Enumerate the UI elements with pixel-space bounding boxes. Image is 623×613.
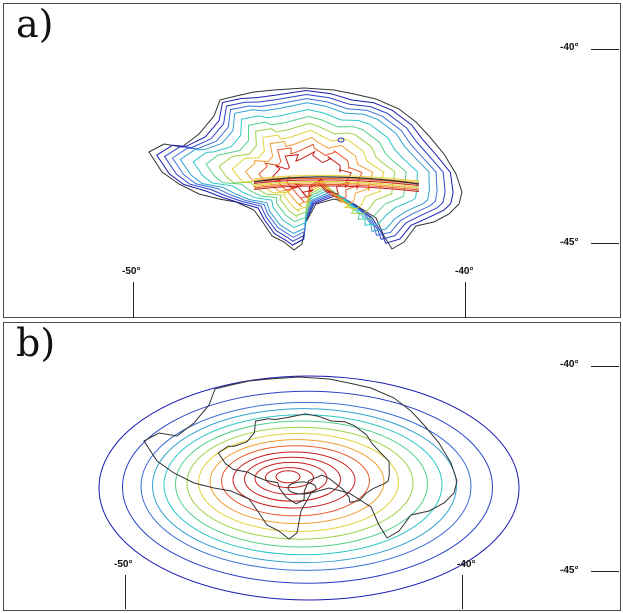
contour-line [231,129,385,213]
lat-tick-label-a1: -40° [560,42,579,53]
contour-core-line [253,177,420,185]
contour-spot [337,137,345,143]
panel-b-label: b) [16,321,56,365]
contour-line [179,102,430,234]
contour-ellipse [198,432,399,532]
contour-ellipse [152,408,457,564]
contour-line [218,122,396,218]
contour-ellipse [140,401,472,571]
contour-ellipse [265,467,314,489]
lat-tick-line-b1 [591,366,619,367]
lon-tick-line-a2 [465,282,466,318]
lon-tick-line-b2 [462,575,463,609]
contour-line [163,93,446,242]
lon-tick-line-b1 [125,575,126,609]
contour-line [171,98,438,238]
lat-tick-line-a2 [591,243,619,244]
contour-ellipse [209,439,385,525]
contour-ellipse [186,426,414,540]
lon-tick-label-b1: -50° [114,559,133,570]
contour-line [192,108,418,228]
coastline-core [253,176,420,185]
contour-core-line [253,174,420,182]
contour-ellipse [163,414,443,556]
lat-tick-label-b2: -45° [560,565,579,576]
lat-tick-line-b2 [591,571,619,572]
contour-ellipse [232,451,356,509]
contour-core-line [253,182,420,189]
contour-line [205,115,407,222]
panel-a: a) -40° -45° -50° -40° [3,2,621,318]
coastline-core [287,481,317,495]
contour-ellipse [221,445,370,517]
coastline-inner [217,413,390,505]
contour-ellipse [254,461,328,495]
contour-ellipse [275,470,301,484]
coastline-outline [148,87,463,251]
contour-ellipse [175,420,428,548]
contour-map-a [148,87,463,251]
contour-line [156,89,454,246]
contour-ellipse [98,375,520,601]
lat-tick-label-b1: -40° [560,359,579,370]
lon-tick-label-a2: -40° [455,266,474,277]
lon-tick-label-a1: -50° [122,266,141,277]
coastline-outline [143,376,458,540]
lat-tick-line-a1 [591,49,619,50]
lon-tick-line-a1 [133,282,134,318]
panel-a-label: a) [16,2,54,46]
contour-core-line [253,185,420,192]
contour-core-line [253,183,420,191]
contour-ellipse [122,390,493,584]
panel-b: b) -40° -45° -50° -40° [3,321,621,611]
contour-line [244,136,374,208]
contour-core-line [253,180,420,188]
contour-core-line [253,179,420,186]
contour-map-b [98,375,520,601]
lon-tick-label-b2: -40° [457,559,476,570]
lat-tick-label-a2: -45° [560,237,579,248]
